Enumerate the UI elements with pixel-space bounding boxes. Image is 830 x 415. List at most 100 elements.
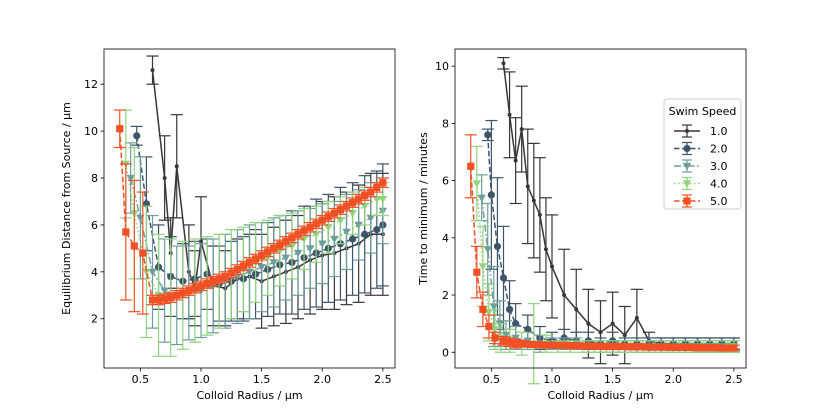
data-point xyxy=(584,342,592,350)
data-point xyxy=(360,203,369,211)
legend-item-3.0: 3.0 xyxy=(674,159,728,173)
data-point xyxy=(524,325,532,333)
data-point xyxy=(490,326,500,334)
data-point xyxy=(336,217,345,225)
data-point xyxy=(239,262,248,270)
data-point xyxy=(173,291,181,299)
data-point xyxy=(550,264,554,269)
data-point xyxy=(467,162,475,170)
data-point xyxy=(179,289,187,297)
data-point xyxy=(598,330,603,335)
data-point xyxy=(712,344,720,352)
y-tick-label: 6 xyxy=(442,175,449,188)
data-point xyxy=(507,112,512,117)
data-point xyxy=(501,331,511,340)
data-point xyxy=(372,195,382,204)
data-point xyxy=(524,340,532,348)
data-point xyxy=(312,220,320,228)
data-point xyxy=(355,195,363,203)
data-point xyxy=(264,248,272,256)
data-point xyxy=(348,199,357,207)
y-tick-label: 10 xyxy=(84,125,98,138)
data-point xyxy=(276,241,284,249)
data-point xyxy=(574,307,579,312)
data-point xyxy=(554,341,562,349)
data-point xyxy=(367,188,375,196)
data-point xyxy=(199,239,203,244)
data-point xyxy=(590,342,599,350)
data-point xyxy=(336,206,345,214)
data-point xyxy=(318,240,327,248)
y-tick-label: 2 xyxy=(442,289,449,302)
data-point xyxy=(191,284,199,292)
data-point xyxy=(378,195,388,204)
data-point xyxy=(122,228,130,236)
data-point xyxy=(148,296,157,304)
data-point xyxy=(294,230,302,238)
data-point xyxy=(484,131,492,139)
data-point xyxy=(227,269,235,277)
legend-label: 5.0 xyxy=(710,195,728,208)
data-point xyxy=(645,343,653,351)
data-point xyxy=(251,255,260,263)
data-point xyxy=(139,249,147,257)
legend: Swim Speed 1.0 2.0 3.0 4.0 5.0 xyxy=(663,98,742,210)
data-point xyxy=(531,198,536,203)
data-point xyxy=(657,343,665,351)
data-point xyxy=(669,343,677,352)
data-point xyxy=(162,176,167,181)
data-point xyxy=(311,231,321,239)
legend-marker xyxy=(682,162,692,171)
data-point xyxy=(379,179,387,187)
x-axis-label: Colloid Radius / μm xyxy=(196,389,302,402)
data-point xyxy=(706,344,714,352)
data-point xyxy=(318,216,326,224)
data-point xyxy=(513,158,518,163)
data-point xyxy=(489,303,498,311)
y-tick-label: 8 xyxy=(442,117,449,130)
data-point xyxy=(305,245,315,253)
data-point xyxy=(548,341,556,349)
data-point xyxy=(615,342,623,351)
data-point xyxy=(154,296,163,304)
data-point xyxy=(483,246,492,254)
data-point xyxy=(718,344,726,352)
data-point xyxy=(610,321,615,326)
data-point xyxy=(473,268,481,276)
x-tick-label: 1.5 xyxy=(253,373,271,386)
legend-item-4.0: 4.0 xyxy=(674,176,728,191)
data-point xyxy=(586,321,591,326)
data-point xyxy=(499,337,508,345)
data-point xyxy=(602,342,611,351)
data-point xyxy=(299,235,309,244)
y-tick-label: 10 xyxy=(435,60,449,73)
data-point xyxy=(185,286,193,295)
data-point xyxy=(130,242,138,250)
data-point xyxy=(543,247,548,252)
data-point xyxy=(361,230,369,238)
y-axis-label: Time to minimum / minutes xyxy=(417,132,430,286)
data-point xyxy=(537,212,542,217)
legend-marker xyxy=(683,197,691,205)
data-point xyxy=(245,258,254,267)
data-point xyxy=(525,184,530,189)
y-tick-label: 4 xyxy=(91,266,98,279)
y-tick-label: 4 xyxy=(442,232,449,245)
data-point xyxy=(133,132,141,140)
legend-box xyxy=(663,98,742,210)
data-point xyxy=(160,287,169,295)
data-point xyxy=(530,340,538,349)
data-point xyxy=(511,334,520,343)
x-tick-label: 2.0 xyxy=(665,373,683,386)
plot-area xyxy=(113,55,389,357)
data-point xyxy=(348,235,357,243)
data-point xyxy=(330,235,339,244)
data-point xyxy=(330,209,338,217)
data-point xyxy=(174,164,179,169)
x-tick-label: 1.0 xyxy=(543,373,561,386)
data-point xyxy=(519,127,524,132)
data-point xyxy=(270,244,278,252)
data-point xyxy=(681,343,689,352)
data-point xyxy=(634,315,639,320)
data-point xyxy=(518,340,526,348)
